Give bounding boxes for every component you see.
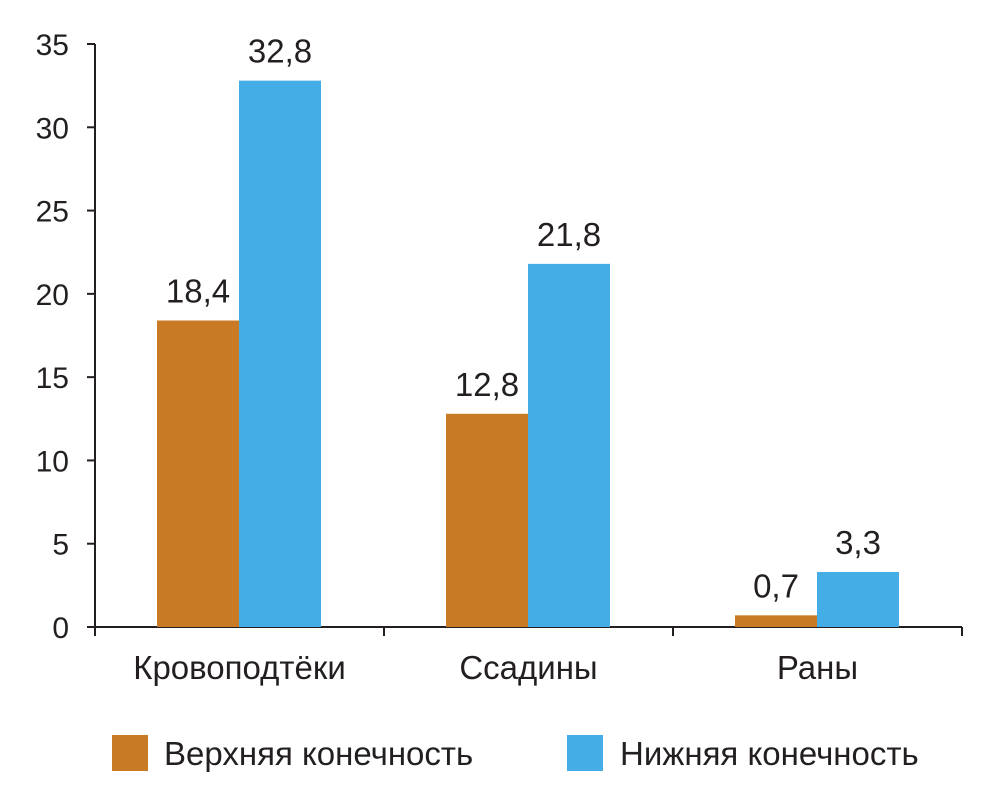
y-tick-label: 30 (36, 112, 69, 145)
x-category-label: Раны (777, 649, 858, 686)
legend-swatch (567, 735, 603, 771)
bar-value-label: 21,8 (537, 216, 601, 253)
bar (157, 320, 239, 627)
legend-label: Нижняя конечность (620, 735, 919, 772)
y-tick-label: 5 (52, 529, 69, 562)
bar (817, 572, 899, 627)
y-tick-label: 0 (52, 612, 69, 645)
bar-value-label: 18,4 (166, 273, 230, 310)
bar-value-label: 32,8 (248, 33, 312, 70)
bar-value-label: 12,8 (455, 366, 519, 403)
y-tick-label: 25 (36, 196, 69, 229)
bar (446, 413, 528, 627)
y-tick-label: 10 (36, 445, 69, 478)
bar-value-label: 0,7 (753, 567, 799, 604)
y-tick-label: 35 (36, 29, 69, 62)
legend-swatch (112, 735, 148, 771)
bar (528, 263, 610, 627)
bar (239, 80, 321, 628)
x-category-label: Ссадины (459, 649, 597, 686)
legend: Верхняя конечность Нижняя конечность (112, 735, 919, 772)
bar (735, 615, 817, 627)
y-tick-label: 20 (36, 279, 69, 312)
bars: 18,4 12,8 0,7 32,8 21,8 3,3 (157, 33, 899, 628)
legend-label: Верхняя конечность (164, 735, 473, 772)
y-axis: 0 5 10 15 20 25 30 35 (36, 29, 96, 645)
x-axis: Кровоподтёки Ссадины Раны (94, 626, 963, 686)
y-tick-label: 15 (36, 362, 69, 395)
x-category-label: Кровоподтёки (133, 649, 346, 686)
bar-value-label: 3,3 (835, 524, 881, 561)
